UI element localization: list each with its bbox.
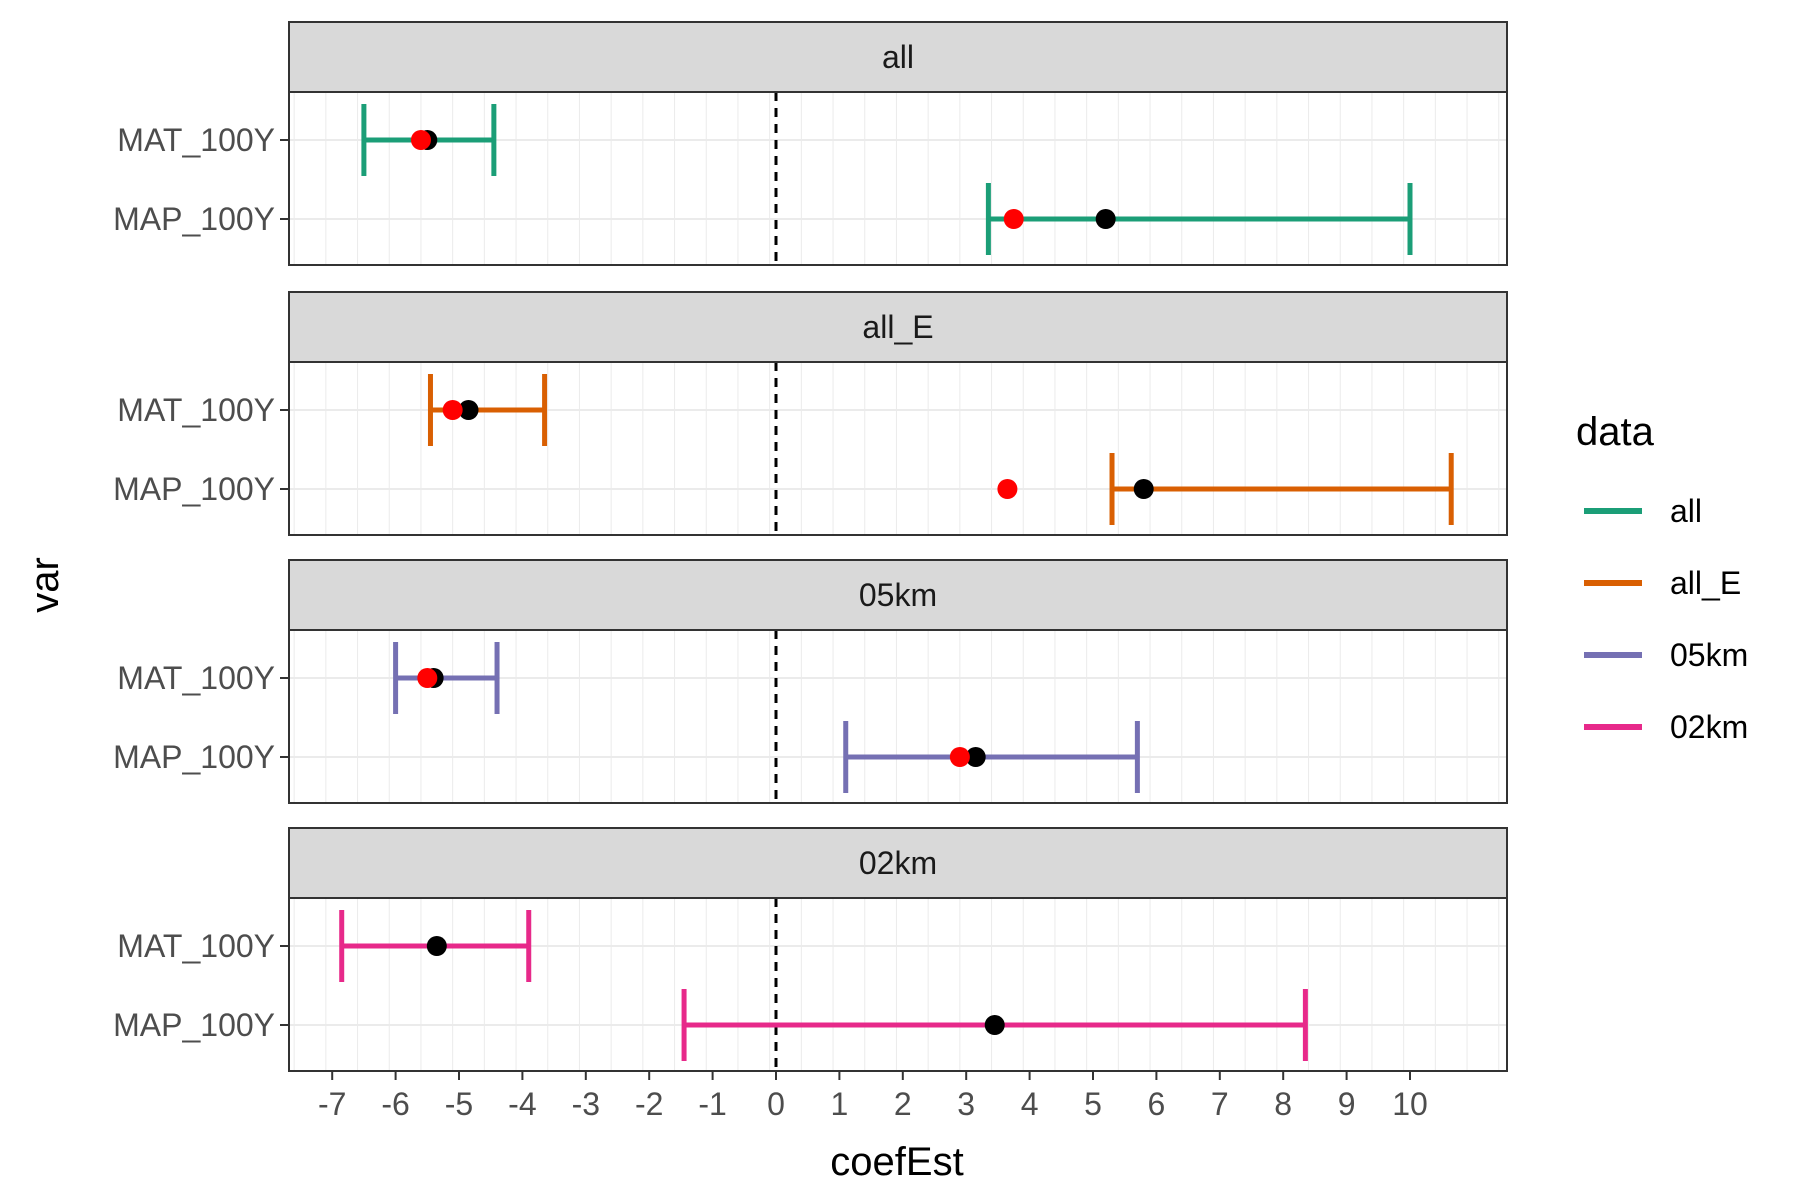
estimate-point — [426, 936, 447, 956]
legend-title: data — [1576, 410, 1655, 454]
panel-background — [289, 630, 1507, 803]
panel-background — [289, 362, 1507, 535]
red-point — [417, 668, 438, 688]
row-MAP_100Y: MAP_100Y — [113, 453, 1454, 525]
panel-all_E: all_E MAT_100Y MAP_100Y — [113, 291, 1508, 536]
error-bar — [1109, 453, 1454, 525]
x-tick-label: -2 — [635, 1086, 663, 1122]
x-tick-label: 1 — [831, 1086, 849, 1122]
panel-border — [288, 361, 1508, 536]
x-tick-label: -3 — [572, 1086, 600, 1122]
y-tick-label: MAP_100Y — [113, 1007, 275, 1043]
red-point — [997, 479, 1018, 499]
x-tick-label: 7 — [1211, 1086, 1229, 1122]
strip-background — [288, 827, 1508, 899]
red-point — [442, 400, 463, 420]
row-MAT_100Y: MAT_100Y — [117, 642, 500, 714]
error-bar — [985, 183, 1413, 255]
panel-background — [289, 92, 1507, 265]
panel-border — [288, 629, 1508, 804]
row-MAT_100Y: MAT_100Y — [117, 910, 532, 982]
y-tick-label: MAT_100Y — [117, 392, 275, 428]
estimate-point — [984, 1015, 1005, 1035]
x-tick-label: 8 — [1274, 1086, 1292, 1122]
legend-label: all — [1670, 493, 1702, 529]
row-MAP_100Y: MAP_100Y — [113, 721, 1140, 793]
red-point — [410, 130, 431, 150]
y-tick-label: MAT_100Y — [117, 660, 275, 696]
panel-background — [289, 898, 1507, 1071]
panel-border — [288, 897, 1508, 1072]
strip-label: 02km — [859, 845, 937, 881]
error-bar — [843, 721, 1140, 793]
strip-label: all_E — [862, 309, 933, 345]
x-tick-label: -1 — [698, 1086, 726, 1122]
red-point — [949, 747, 970, 767]
y-tick-label: MAP_100Y — [113, 201, 275, 237]
estimate-point — [1095, 209, 1116, 229]
estimate-point — [1133, 479, 1154, 499]
x-tick-label: -6 — [381, 1086, 409, 1122]
strip-label: all — [882, 39, 914, 75]
row-MAT_100Y: MAT_100Y — [117, 104, 497, 176]
grid-lines — [289, 630, 1507, 803]
panel-02km: 02km MAT_100Y MAP_100Y — [113, 827, 1508, 1072]
legend: data all all_E 05km 02km — [1576, 410, 1748, 745]
x-tick-label: -5 — [445, 1086, 473, 1122]
legend-label: all_E — [1670, 565, 1741, 601]
strip-label: 05km — [859, 577, 937, 613]
x-tick-label: -7 — [318, 1086, 346, 1122]
y-axis-title: var — [23, 557, 67, 613]
legend-entry-05km: 05km — [1584, 637, 1748, 673]
legend-entry-all_E: all_E — [1584, 565, 1741, 601]
legend-entry-all: all — [1584, 493, 1702, 529]
row-MAP_100Y: MAP_100Y — [113, 183, 1413, 255]
estimate-point — [965, 747, 986, 767]
x-axis-title: coefEst — [830, 1140, 963, 1184]
x-tick-label: 5 — [1084, 1086, 1102, 1122]
y-tick-label: MAT_100Y — [117, 928, 275, 964]
estimate-point — [458, 400, 479, 420]
strip-background — [288, 21, 1508, 93]
x-tick-label: -4 — [508, 1086, 536, 1122]
row-MAP_100Y: MAP_100Y — [113, 989, 1308, 1061]
x-tick-label: 2 — [894, 1086, 912, 1122]
x-tick-label: 3 — [957, 1086, 975, 1122]
legend-label: 02km — [1670, 709, 1748, 745]
red-point — [1003, 209, 1024, 229]
grid-lines — [289, 898, 1507, 1071]
legend-entry-02km: 02km — [1584, 709, 1748, 745]
panels: all MAT_100Y MAP_100Y all_E MAT_100Y MAP_100Y… — [113, 21, 1508, 1072]
y-tick-label: MAT_100Y — [117, 122, 275, 158]
y-tick-label: MAP_100Y — [113, 471, 275, 507]
x-tick-label: 4 — [1021, 1086, 1039, 1122]
panel-all: all MAT_100Y MAP_100Y — [113, 21, 1508, 266]
strip-background — [288, 559, 1508, 631]
panel-05km: 05km MAT_100Y MAP_100Y — [113, 559, 1508, 804]
x-tick-label: 6 — [1148, 1086, 1166, 1122]
y-tick-label: MAP_100Y — [113, 739, 275, 775]
error-bar — [393, 642, 500, 714]
x-tick-label: 0 — [767, 1086, 785, 1122]
x-axis: -7 -6 -5 -4 -3 -2 -1 0 1 2 3 4 5 6 7 8 9 10 — [318, 1071, 1428, 1122]
strip-background — [288, 291, 1508, 363]
panel-border — [288, 91, 1508, 266]
legend-label: 05km — [1670, 637, 1748, 673]
x-tick-label: 10 — [1392, 1086, 1428, 1122]
x-tick-label: 9 — [1338, 1086, 1356, 1122]
row-MAT_100Y: MAT_100Y — [117, 374, 548, 446]
